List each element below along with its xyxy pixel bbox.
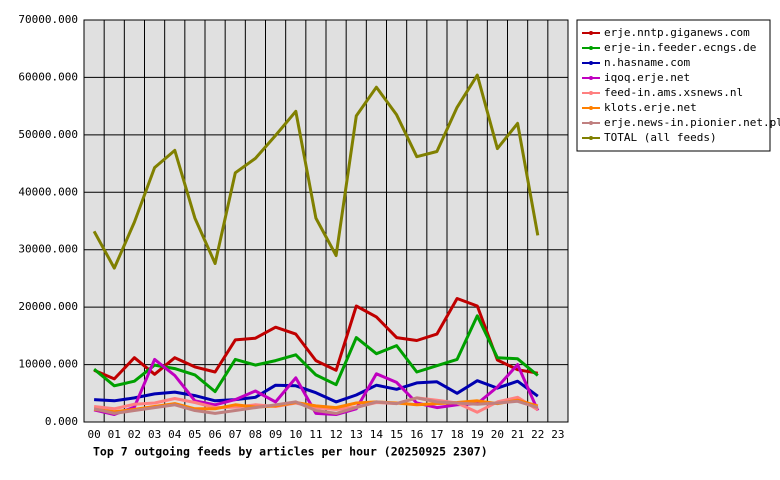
x-tick-label: 17	[430, 428, 443, 441]
series-line	[93, 395, 539, 414]
x-tick-label: 06	[208, 428, 221, 441]
x-tick-label: 10	[289, 428, 302, 441]
x-tick-label: 15	[390, 428, 403, 441]
legend-marker	[589, 76, 593, 80]
x-tick-label: 05	[188, 428, 201, 441]
x-tick-label: 23	[551, 428, 564, 441]
legend-marker	[589, 46, 593, 50]
y-tick-label: 30000.000	[18, 243, 78, 256]
series-line	[93, 396, 539, 415]
x-tick-label: 08	[249, 428, 262, 441]
legend-label: TOTAL (all feeds)	[604, 131, 717, 144]
x-tick-label: 18	[450, 428, 463, 441]
series-line	[92, 73, 540, 270]
legend-marker	[589, 121, 593, 125]
legend-label: erje.news-in.pionier.net.pl	[604, 116, 780, 129]
legend-marker	[589, 61, 593, 65]
legend-label: erje-in.feeder.ecngs.de	[604, 41, 756, 54]
legend-marker	[589, 31, 593, 35]
series-line	[93, 314, 539, 394]
x-tick-label: 02	[128, 428, 141, 441]
y-tick-label: 70000.000	[18, 13, 78, 26]
x-tick-label: 01	[108, 428, 121, 441]
y-tick-label: 10000.000	[18, 358, 78, 371]
y-tick-label: 60000.000	[18, 70, 78, 83]
x-tick-label: 13	[350, 428, 363, 441]
y-tick-label: 50000.000	[18, 128, 78, 141]
x-tick-label: 03	[148, 428, 161, 441]
x-tick-label: 11	[309, 428, 322, 441]
x-tick-label: 20	[491, 428, 504, 441]
x-tick-label: 22	[531, 428, 544, 441]
x-tick-label: 19	[471, 428, 484, 441]
legend-label: erje.nntp.giganews.com	[604, 26, 750, 39]
legend-marker	[589, 91, 593, 95]
legend-marker	[589, 136, 593, 140]
y-tick-label: 0.000	[45, 415, 78, 428]
legend-label: klots.erje.net	[604, 101, 697, 114]
x-tick-label: 21	[511, 428, 524, 441]
x-tick-label: 00	[87, 428, 100, 441]
y-tick-label: 40000.000	[18, 185, 78, 198]
x-tick-label: 16	[410, 428, 423, 441]
x-tick-label: 04	[168, 428, 182, 441]
x-tick-label: 09	[269, 428, 282, 441]
legend-label: feed-in.ams.xsnews.nl	[604, 86, 743, 99]
x-tick-label: 07	[229, 428, 242, 441]
series-line	[93, 297, 539, 381]
legend-label: iqoq.erje.net	[604, 71, 690, 84]
x-tick-label: 12	[329, 428, 342, 441]
legend-marker	[589, 106, 593, 110]
chart-title: Top 7 outgoing feeds by articles per hou…	[93, 445, 488, 459]
legend-label: n.hasname.com	[604, 56, 690, 69]
y-tick-label: 20000.000	[18, 300, 78, 313]
series-line	[94, 379, 539, 404]
legend	[576, 19, 771, 152]
x-tick-label: 14	[370, 428, 384, 441]
